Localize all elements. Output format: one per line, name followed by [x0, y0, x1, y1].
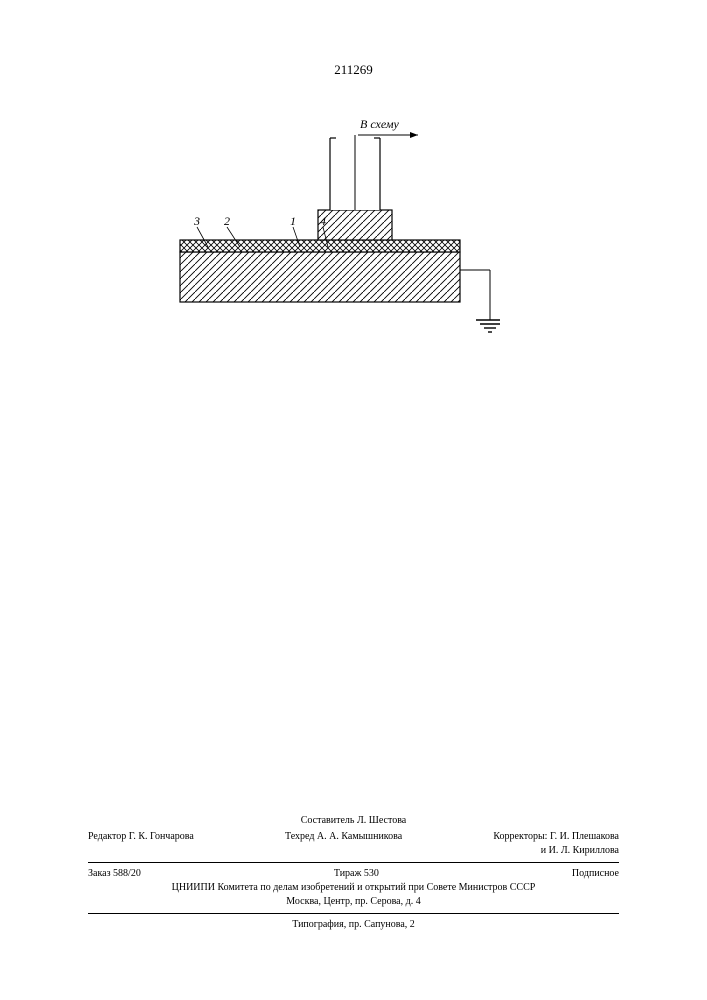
substrate [180, 252, 460, 302]
part-label-3: 3 [193, 214, 200, 228]
part-label-4: 4 [320, 214, 326, 228]
thin-layer [180, 240, 460, 252]
contact-block [318, 210, 392, 240]
divider-2 [88, 913, 619, 914]
order-number: Заказ 588/20 [88, 867, 141, 881]
editor-techred-correctors-line: Редактор Г. К. Гончарова Техред А. А. Ка… [88, 830, 619, 858]
subscription: Подписное [572, 867, 619, 881]
institution-line-2: Москва, Центр, пр. Серова, д. 4 [88, 895, 619, 909]
corrector-2: и И. Л. Кириллова [541, 845, 619, 856]
editor: Редактор Г. К. Гончарова [88, 830, 194, 858]
compiler-line: Составитель Л. Шестова [88, 814, 619, 828]
tirazh: Тираж 530 [334, 867, 379, 881]
order-line: Заказ 588/20 Тираж 530 Подписное [88, 867, 619, 881]
credits-block: Составитель Л. Шестова Редактор Г. К. Го… [88, 814, 619, 932]
corrector-1: Г. И. Плешакова [550, 831, 619, 842]
callout-label: В схему [360, 117, 400, 131]
part-label-1: 1 [290, 214, 296, 228]
technical-diagram: В схему 3 2 1 4 [160, 110, 500, 350]
correctors: Корректоры: Г. И. Плешакова и И. Л. Кири… [493, 830, 619, 858]
typography-line: Типография, пр. Сапунова, 2 [88, 918, 619, 932]
institution-line-1: ЦНИИПИ Комитета по делам изобретений и о… [88, 881, 619, 895]
diagram-svg: В схему 3 2 1 4 [160, 110, 500, 350]
part-label-2: 2 [224, 214, 230, 228]
divider-1 [88, 862, 619, 863]
correctors-label: Корректоры: [493, 831, 547, 842]
techred: Техред А. А. Камышникова [285, 830, 402, 858]
page-number: 211269 [0, 62, 707, 78]
